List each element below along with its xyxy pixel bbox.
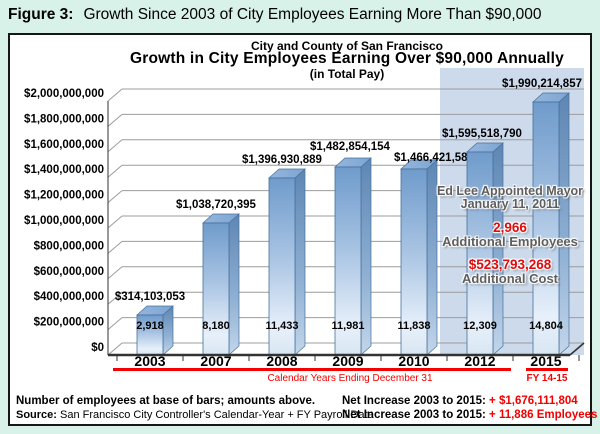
- bar-chart-plot: $0 $200,000,000 $400,000,000 $600,000,000 $8…: [24, 68, 585, 369]
- figure-title-text: Growth Since 2003 of City Employees Earn…: [83, 6, 542, 23]
- x-category-label-2009: 2009: [332, 353, 363, 369]
- footer-source-text: San Francisco City Controller's Calendar…: [60, 409, 374, 421]
- x-category-label-2015: 2015: [530, 353, 561, 369]
- figure-title: Figure 3: Growth Since 2003 of City Emplo…: [8, 6, 596, 24]
- y-gridline-connector: [107, 114, 123, 127]
- y-tick-label: $800,000,000: [34, 240, 104, 252]
- y-gridline-connector: [107, 291, 123, 305]
- bar-value-label-2003: $314,103,053: [115, 291, 185, 303]
- bar-2007: [202, 222, 230, 356]
- y-tick-label: $1,400,000,000: [24, 164, 104, 176]
- bar-2015: [532, 101, 560, 356]
- footer-source-label: Source:: [16, 409, 57, 421]
- footer-net-emp-label: Net Increase 2003 to 2015:: [342, 409, 486, 421]
- fiscal-year-underline: [526, 368, 568, 371]
- bar-2012: [466, 151, 494, 356]
- y-tick-label: $1,000,000,000: [24, 215, 104, 227]
- bar-employee-count-2009: 11,981: [331, 320, 364, 332]
- bar-employee-count-2007: 8,180: [202, 320, 230, 332]
- bar-employee-count-2008: 11,433: [265, 320, 298, 332]
- bar-employee-count-2015: 14,804: [529, 320, 564, 332]
- y-gridline-connector: [107, 215, 123, 229]
- y-gridline-connector: [107, 241, 123, 254]
- y-gridline-connector: [107, 342, 123, 356]
- calendar-years-underline: [113, 368, 511, 371]
- footer-net-employees: Net Increase 2003 to 2015: + 11,886 Empl…: [342, 409, 597, 421]
- y-tick-label: $200,000,000: [34, 317, 104, 329]
- y-gridline-connector: [107, 266, 123, 280]
- y-gridline-connector: [107, 139, 123, 153]
- bar-side-2007: [228, 213, 240, 356]
- y-gridline-connector: [107, 190, 123, 203]
- bar-2009: [334, 166, 362, 356]
- x-axis-floor-edge: [569, 342, 585, 356]
- y-tick-label: $1,800,000,000: [24, 113, 104, 125]
- bar-value-label-2009: $1,482,854,154: [310, 141, 391, 153]
- bar-value-label-2012: $1,595,518,790: [442, 128, 522, 140]
- x-category-label-2008: 2008: [266, 353, 297, 369]
- bar-employee-count-2012: 12,309: [463, 320, 497, 332]
- footer-source: Source: San Francisco City Controller's …: [16, 409, 374, 421]
- chart-title-line3: (in Total Pay): [309, 67, 385, 81]
- y-tick-label: $0: [91, 342, 104, 354]
- x-category-label-2003: 2003: [134, 353, 165, 369]
- chart-title-line2: Growth in City Employees Earning Over $9…: [129, 50, 565, 67]
- y-tick-label: $1,600,000,000: [24, 139, 104, 151]
- y-tick-label: $400,000,000: [34, 291, 104, 303]
- x-category-label-2007: 2007: [200, 353, 231, 369]
- figure-number: Figure 3:: [8, 6, 74, 23]
- chart-area: City and County of San Francisco Growth …: [10, 35, 597, 424]
- fiscal-year-label: FY 14-15: [526, 373, 568, 384]
- bar-value-label-2008: $1,396,930,889: [242, 154, 322, 166]
- footer-net-cost-value: + $1,676,111,804: [489, 395, 578, 407]
- bar-side-2015: [558, 92, 570, 356]
- y-tick-label: $2,000,000,000: [24, 88, 104, 100]
- footer-net-cost: Net Increase 2003 to 2015: + $1,676,111,…: [342, 395, 578, 407]
- footer-net-emp-value: + 11,886 Employees: [489, 409, 598, 421]
- y-gridline-connector: [107, 164, 123, 178]
- y-gridline-connector: [107, 88, 123, 102]
- footer-net-cost-label: Net Increase 2003 to 2015:: [342, 395, 486, 407]
- chart-box: City and County of San Francisco Growth …: [8, 33, 597, 426]
- bar-value-label-2015: $1,990,214,857: [502, 78, 582, 90]
- y-tick-label: $600,000,000: [34, 266, 104, 278]
- bar-employee-count-2010: 11,838: [397, 320, 430, 332]
- x-category-label-2010: 2010: [398, 353, 429, 369]
- bar-2008: [268, 177, 296, 356]
- bar-value-label-2007: $1,038,720,395: [176, 199, 257, 211]
- bar-employee-count-2003: 2,918: [136, 320, 164, 332]
- chart-title-line1: City and County of San Francisco: [250, 39, 444, 53]
- footer-note: Number of employees at base of bars; amo…: [16, 395, 316, 407]
- bar-value-label-2010: $1,466,421,588: [394, 152, 475, 164]
- y-tick-label: $1,200,000,000: [24, 190, 104, 202]
- x-category-label-2012: 2012: [464, 353, 495, 369]
- y-gridline-connector: [107, 317, 123, 330]
- bar-2010: [400, 168, 428, 356]
- calendar-years-label: Calendar Years Ending December 31: [267, 373, 433, 384]
